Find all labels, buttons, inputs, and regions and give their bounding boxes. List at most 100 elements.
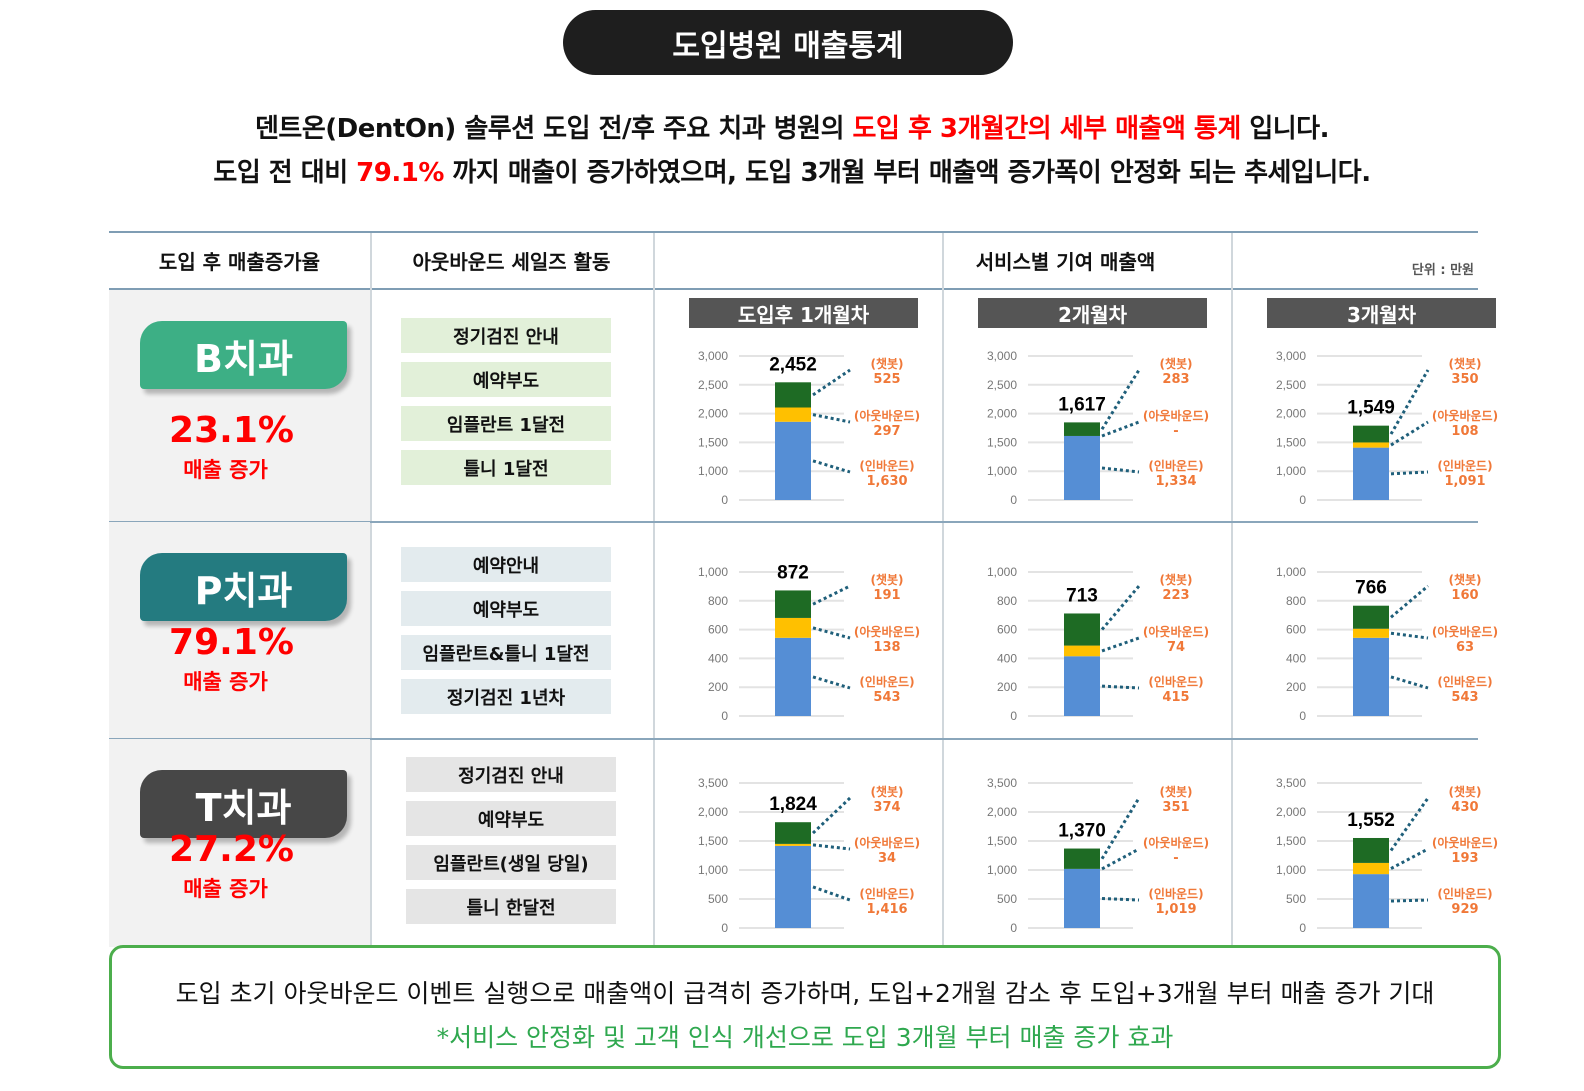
- value-label-outbound: 108: [1451, 424, 1478, 439]
- revenue-chart: 3,500 2,000 1,500 1,000 500 0 1,370 (챗봇) 351 (아웃바…: [943, 739, 1232, 947]
- total-label: 872: [777, 562, 809, 583]
- value-label-inbound: 543: [873, 690, 900, 705]
- y-tick-label: 0: [721, 709, 728, 723]
- leader-line: [1390, 847, 1429, 870]
- stacked-bar-chart: 3,500 2,000 1,500 1,000 500 0 1,552 (챗봇)430 (아웃바…: [1276, 776, 1498, 935]
- y-tick-label: 500: [708, 892, 728, 906]
- value-label-inbound: 1,091: [1444, 474, 1485, 489]
- activity-item: 임플란트&틀니 1달전: [401, 635, 611, 670]
- series-label-chatbot: (챗봇): [1159, 572, 1192, 587]
- header-service-revenue: 서비스별 기여 매출액 단위 : 만원: [653, 233, 1478, 290]
- value-label-chatbot: 374: [873, 800, 900, 815]
- bar-segment-inbound: [1064, 868, 1100, 928]
- y-tick-label: 2,000: [1276, 407, 1306, 421]
- leader-line: [812, 885, 851, 902]
- value-label-inbound: 543: [1451, 690, 1478, 705]
- y-tick-label: 600: [997, 623, 1017, 637]
- series-label-chatbot: (챗봇): [1159, 784, 1192, 799]
- series-label-inbound: (인바운드): [1437, 458, 1492, 473]
- stacked-bar-chart: 1,000 800 600 400 200 0 713 (챗봇)223 (아웃바운드)74 (인바…: [987, 565, 1209, 723]
- series-label-inbound: (인바운드): [1148, 886, 1203, 901]
- series-label-inbound: (인바운드): [859, 674, 914, 689]
- series-label-inbound: (인바운드): [1437, 674, 1492, 689]
- header-service-revenue-label: 서비스별 기여 매출액: [975, 250, 1156, 274]
- value-label-outbound: 34: [878, 851, 896, 866]
- activity-item: 예약부도: [406, 801, 616, 836]
- clinic-badge: P치과: [140, 553, 347, 621]
- y-tick-label: 1,000: [698, 565, 728, 579]
- y-tick-label: 200: [997, 680, 1017, 694]
- growth-percent: 23.1%: [169, 410, 294, 451]
- bar-segment-inbound: [775, 845, 811, 928]
- leader-line: [1390, 470, 1429, 476]
- month-header: 2개월차: [978, 298, 1207, 328]
- value-label-inbound: 1,630: [866, 474, 907, 489]
- stacked-bar-chart: 1,000 800 600 400 200 0 872 (챗봇)191 (아웃바운드)138 (인…: [698, 562, 920, 723]
- activity-item: 임플란트(생일 당일): [406, 845, 616, 880]
- y-tick-label: 3,000: [698, 349, 728, 363]
- activity-item: 틀니 한달전: [406, 889, 616, 924]
- leader-line: [1101, 420, 1140, 438]
- y-tick-label: 1,000: [698, 464, 728, 478]
- series-label-chatbot: (챗봇): [1448, 572, 1481, 587]
- intro-line-2: 도입 전 대비 79.1% 까지 매출이 증가하였으며, 도입 3개월 부터 매…: [0, 152, 1584, 189]
- y-tick-label: 1,500: [1276, 435, 1306, 449]
- total-label: 1,824: [769, 794, 817, 815]
- activity-item: 틀니 1달전: [401, 450, 611, 485]
- activity-item: 정기검진 안내: [406, 757, 616, 792]
- value-label-chatbot: 525: [873, 372, 900, 387]
- summary-note: 도입 초기 아웃바운드 이벤트 실행으로 매출액이 급격히 증가하며, 도입+2…: [109, 945, 1501, 1069]
- y-tick-label: 2,000: [698, 407, 728, 421]
- stacked-bar-chart: 3,000 2,500 2,000 1,500 1,000 0 1,549 (챗봇)350 (아…: [1276, 349, 1498, 507]
- y-tick-label: 1,500: [987, 435, 1017, 449]
- y-tick-label: 400: [997, 651, 1017, 665]
- page-title: 도입병원 매출통계: [563, 10, 1013, 75]
- note-line-2: *서비스 안정화 및 고객 인식 개선으로 도입 3개월 부터 매출 증가 효과: [436, 1023, 1174, 1052]
- header-growth-rate: 도입 후 매출증가율: [109, 233, 370, 290]
- total-label: 766: [1355, 578, 1387, 599]
- bar-segment-chatbot: [1353, 425, 1389, 443]
- series-label-inbound: (인바운드): [1148, 674, 1203, 689]
- y-tick-label: 1,000: [987, 565, 1017, 579]
- activity-item: 임플란트 1달전: [401, 406, 611, 441]
- y-tick-label: 2,500: [698, 378, 728, 392]
- month-header: 3개월차: [1267, 298, 1496, 328]
- value-label-inbound: 1,334: [1155, 474, 1196, 489]
- y-tick-label: 2,500: [1276, 378, 1306, 392]
- series-label-outbound: (아웃바운드): [1432, 835, 1498, 850]
- y-tick-label: 600: [1286, 623, 1306, 637]
- y-tick-label: 1,500: [1276, 834, 1306, 848]
- activity-item: 정기검진 안내: [401, 318, 611, 353]
- value-label-outbound: 193: [1451, 851, 1478, 866]
- leader-line: [812, 675, 851, 690]
- bar-segment-chatbot: [1353, 837, 1389, 863]
- y-tick-label: 0: [1299, 921, 1306, 935]
- y-tick-label: 800: [708, 594, 728, 608]
- bar-segment-outbound: [1353, 628, 1389, 638]
- bar-segment-inbound: [1064, 656, 1100, 716]
- leader-line: [812, 626, 851, 640]
- series-label-outbound: (아웃바운드): [854, 624, 920, 639]
- y-tick-label: 0: [721, 921, 728, 935]
- y-tick-label: 1,000: [987, 464, 1017, 478]
- y-tick-label: 600: [708, 623, 728, 637]
- series-label-chatbot: (챗봇): [870, 356, 903, 371]
- revenue-chart: 3,500 2,000 1,500 1,000 500 0 1,824 (챗봇) 374 (아웃바…: [654, 739, 943, 947]
- series-label-inbound: (인바운드): [859, 458, 914, 473]
- y-tick-label: 200: [708, 680, 728, 694]
- value-label-outbound: 63: [1456, 640, 1474, 655]
- value-label-chatbot: 430: [1451, 800, 1478, 815]
- bar-segment-chatbot: [775, 590, 811, 618]
- clinic-badge: T치과: [140, 770, 347, 838]
- leader-line: [1101, 636, 1140, 653]
- value-label-chatbot: 350: [1451, 372, 1478, 387]
- revenue-chart: 1,000 800 600 400 200 0 872 (챗봇) 191 (아웃바운드) 138 (인…: [654, 522, 943, 739]
- stacked-bar-chart: 3,500 2,000 1,500 1,000 500 0 1,824 (챗봇)374 (아웃바…: [698, 776, 920, 935]
- total-label: 1,552: [1347, 810, 1395, 831]
- leader-line: [1100, 369, 1141, 430]
- clinic-badge: B치과: [140, 321, 347, 389]
- intro-highlight: 79.1%: [356, 158, 444, 188]
- y-tick-label: 0: [1010, 921, 1017, 935]
- y-tick-label: 0: [1010, 493, 1017, 507]
- series-label-chatbot: (챗봇): [870, 784, 903, 799]
